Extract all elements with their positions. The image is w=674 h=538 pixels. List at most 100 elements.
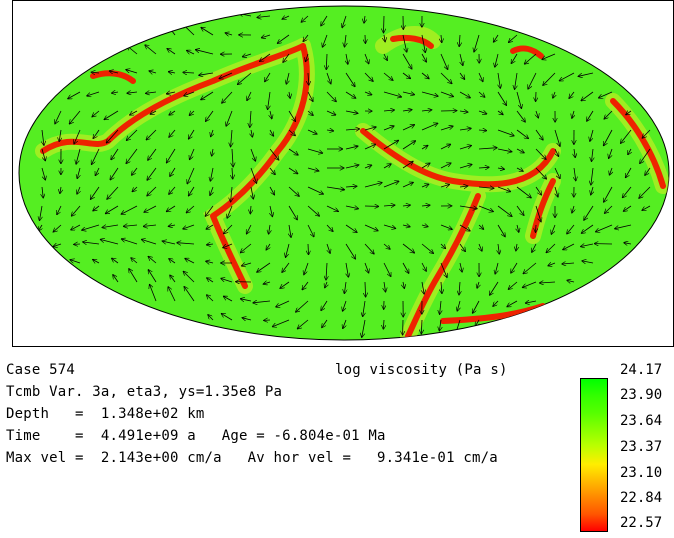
velocity-arrow xyxy=(184,272,195,283)
velocity-arrow xyxy=(129,269,138,283)
velocity-arrow xyxy=(572,110,574,118)
velocity-arrow xyxy=(560,72,575,81)
velocity-arrow xyxy=(572,205,574,213)
velocity-arrow xyxy=(266,243,270,250)
velocity-arrow xyxy=(498,72,500,88)
velocity-arrow xyxy=(645,167,651,175)
velocity-arrow xyxy=(342,15,347,27)
velocity-arrow xyxy=(364,72,373,81)
velocity-arrow xyxy=(169,186,176,194)
velocity-arrow xyxy=(307,168,319,171)
velocity-arrow xyxy=(421,163,430,169)
velocity-arrow xyxy=(516,91,521,108)
velocity-arrow xyxy=(282,262,290,272)
velocity-arrow xyxy=(540,282,556,283)
velocity-arrow xyxy=(307,148,322,153)
velocity-arrow xyxy=(150,285,157,302)
velocity-arrow xyxy=(478,72,483,81)
velocity-arrow xyxy=(262,35,271,38)
velocity-arrow xyxy=(535,186,541,195)
velocity-arrow xyxy=(184,91,195,96)
velocity-arrow xyxy=(91,72,100,73)
velocity-arrow xyxy=(421,53,426,62)
velocity-arrow xyxy=(421,72,429,79)
velocity-arrow xyxy=(365,281,366,297)
velocity-arrow xyxy=(495,53,499,67)
velocity-arrow xyxy=(304,262,309,275)
velocity-arrow xyxy=(57,205,62,214)
velocity-arrow xyxy=(149,71,157,73)
velocity-arrow xyxy=(167,148,176,163)
velocity-arrow xyxy=(582,261,594,263)
velocity-arrow xyxy=(201,91,214,100)
velocity-arrow xyxy=(77,186,80,194)
velocity-arrow xyxy=(145,45,157,55)
velocity-arrow xyxy=(523,281,537,287)
velocity-arrow xyxy=(581,91,594,101)
velocity-arrow xyxy=(526,301,537,303)
velocity-arrow xyxy=(169,259,176,264)
velocity-arrow xyxy=(364,53,369,64)
velocity-arrow xyxy=(126,70,138,74)
velocity-arrow xyxy=(298,319,309,329)
velocity-arrow xyxy=(440,53,448,69)
velocity-arrow xyxy=(232,148,233,167)
velocity-arrow xyxy=(250,110,251,127)
velocity-arrow xyxy=(402,141,415,150)
velocity-arrow xyxy=(460,262,462,272)
velocity-arrow xyxy=(127,92,138,93)
velocity-arrow xyxy=(322,319,328,327)
velocity-arrow xyxy=(493,300,499,306)
velocity-arrow xyxy=(478,167,489,168)
velocity-arrow xyxy=(282,16,290,19)
velocity-arrow xyxy=(364,262,369,273)
run-description: Tcmb Var. 3a, eta3, ys=1.35e8 Pa xyxy=(6,384,283,400)
velocity-arrow xyxy=(278,34,290,43)
velocity-arrow xyxy=(326,110,336,115)
velocity-arrow xyxy=(321,15,328,26)
velocity-arrow xyxy=(440,91,453,97)
velocity-arrow xyxy=(113,275,119,283)
velocity-arrow xyxy=(459,186,468,187)
velocity-arrow xyxy=(421,34,425,52)
velocity-arrow xyxy=(107,129,119,143)
velocity-arrow xyxy=(582,224,594,233)
velocity-arrow xyxy=(251,186,253,199)
velocity-arrow xyxy=(507,300,518,307)
velocity-arrow xyxy=(276,300,290,307)
velocity-arrow xyxy=(590,129,594,141)
velocity-arrow xyxy=(440,144,450,150)
velocity-arrow xyxy=(231,186,232,202)
velocity-arrow xyxy=(224,296,233,302)
velocity-arrow xyxy=(384,34,385,42)
field-title: log viscosity (Pa s) xyxy=(335,362,508,378)
velocity-arrow xyxy=(402,92,414,95)
velocity-arrow xyxy=(303,34,309,41)
velocity-arrow xyxy=(147,167,157,180)
velocity-arrow xyxy=(473,300,480,313)
velocity-arrow xyxy=(497,168,504,169)
velocity-arrow xyxy=(71,224,81,230)
velocity-arrow xyxy=(615,224,632,229)
velocity-arrow xyxy=(421,110,432,111)
velocity-arrow xyxy=(41,167,45,180)
velocity-arrow xyxy=(183,224,195,229)
velocity-arrow xyxy=(55,110,62,124)
velocity-arrow xyxy=(219,72,233,79)
velocity-arrow xyxy=(212,148,213,156)
velocity-arrow xyxy=(124,225,138,226)
velocity-arrow xyxy=(536,110,538,118)
velocity-arrow xyxy=(497,186,510,192)
velocity-arrow xyxy=(459,111,468,112)
velocity-arrow xyxy=(265,72,271,81)
velocity-arrow xyxy=(296,300,309,312)
velocity-arrow xyxy=(509,34,518,42)
colorbar-tick: 24.17 xyxy=(620,362,663,378)
velocity-arrow xyxy=(535,167,546,179)
velocity-arrow xyxy=(92,148,100,164)
velocity-arrow xyxy=(326,205,338,211)
velocity-arrow xyxy=(402,34,407,52)
velocity-arrow xyxy=(238,72,252,84)
velocity-arrow xyxy=(59,129,61,141)
velocity-arrow xyxy=(610,167,613,175)
